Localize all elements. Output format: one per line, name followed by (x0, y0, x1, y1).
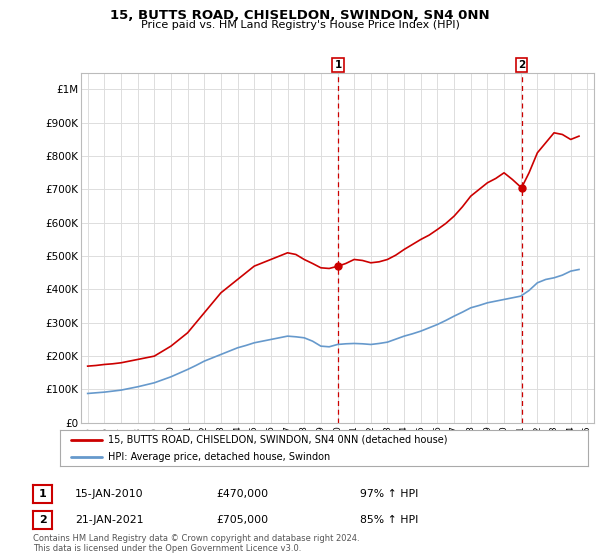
Text: 15, BUTTS ROAD, CHISELDON, SWINDON, SN4 0NN (detached house): 15, BUTTS ROAD, CHISELDON, SWINDON, SN4 … (107, 435, 447, 445)
Text: Price paid vs. HM Land Registry's House Price Index (HPI): Price paid vs. HM Land Registry's House … (140, 20, 460, 30)
Text: HPI: Average price, detached house, Swindon: HPI: Average price, detached house, Swin… (107, 452, 330, 462)
Text: 15, BUTTS ROAD, CHISELDON, SWINDON, SN4 0NN: 15, BUTTS ROAD, CHISELDON, SWINDON, SN4 … (110, 9, 490, 22)
Text: 2: 2 (39, 515, 46, 525)
Text: 85% ↑ HPI: 85% ↑ HPI (360, 515, 418, 525)
Text: £705,000: £705,000 (216, 515, 268, 525)
Text: 1: 1 (39, 489, 46, 499)
Text: 21-JAN-2021: 21-JAN-2021 (75, 515, 143, 525)
Text: 97% ↑ HPI: 97% ↑ HPI (360, 489, 418, 499)
Text: 15-JAN-2010: 15-JAN-2010 (75, 489, 143, 499)
Text: 2: 2 (518, 60, 525, 70)
Text: £470,000: £470,000 (216, 489, 268, 499)
Text: 1: 1 (335, 60, 342, 70)
Text: Contains HM Land Registry data © Crown copyright and database right 2024.
This d: Contains HM Land Registry data © Crown c… (33, 534, 359, 553)
